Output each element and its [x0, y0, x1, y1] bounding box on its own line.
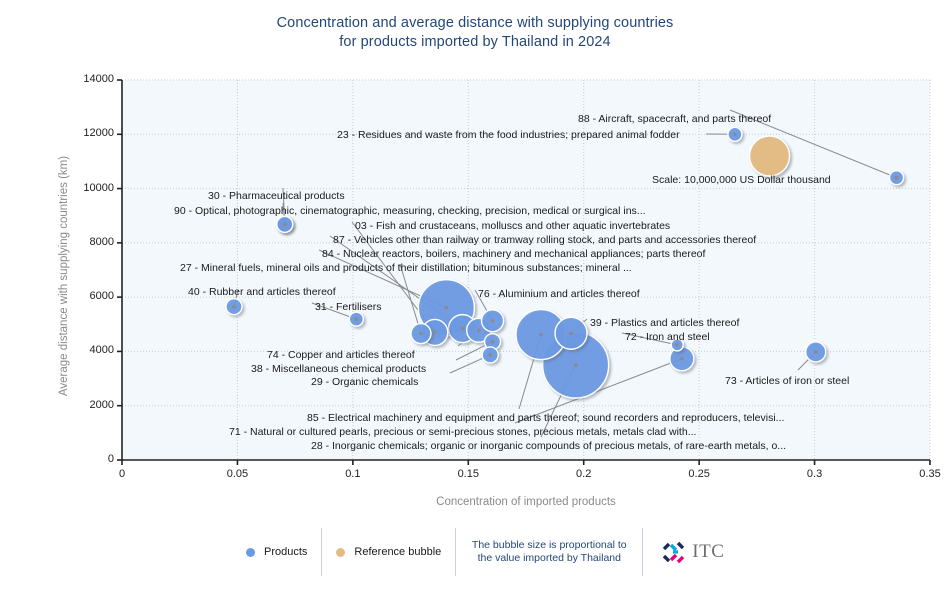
- lbl-38: 38 - Miscellaneous chemical products: [251, 363, 427, 375]
- x-axis-tick-label: 0.3: [806, 468, 823, 480]
- itc-wordmark: ITC: [692, 541, 725, 562]
- y-axis-tick-label: 2000: [89, 398, 114, 411]
- lbl-73: 73 - Articles of iron or steel: [725, 375, 850, 387]
- lbl-30: 30 - Pharmaceutical products: [208, 190, 345, 202]
- x-axis-tick-label: 0.05: [226, 468, 249, 480]
- leader-line-88: [729, 109, 897, 179]
- lbl-76: 76 - Aluminium and articles thereof: [478, 288, 640, 300]
- bubble-centre-31: [354, 317, 359, 321]
- leader-line-31: [311, 302, 357, 320]
- y-axis-tick-label: 6000: [89, 290, 114, 303]
- leader-line-72: [621, 332, 678, 346]
- lbl-84: 84 - Nuclear reactors, boilers, machiner…: [322, 248, 706, 260]
- bubble-centre-28: [573, 363, 578, 367]
- x-axis-tick-label: 0.35: [919, 468, 941, 480]
- legend-note: The bubble size is proportional to the v…: [456, 528, 644, 576]
- x-axis-tick-label: 0.2: [576, 468, 592, 480]
- reference-bubble[interactable]: [748, 135, 791, 177]
- bubble-centre-84: [444, 305, 449, 310]
- bubble-centre-23: [733, 132, 737, 137]
- lbl-scale: Scale: 10,000,000 US Dollar thousand: [652, 174, 831, 186]
- bubble-centre-88: [894, 175, 899, 180]
- lbl-71: 71 - Natural or cultured pearls, preciou…: [229, 426, 697, 438]
- x-axis-tick-label: 0: [118, 468, 126, 480]
- axes: [117, 79, 931, 465]
- leader-line-27: [399, 263, 422, 334]
- plot-area-background: [122, 80, 930, 460]
- lbl-31: 31 - Fertilisers: [315, 301, 382, 313]
- bubble-centre-72: [675, 343, 680, 347]
- gridlines: [122, 79, 931, 460]
- bubble-centre-40: [232, 304, 236, 309]
- bubble-centre-29: [488, 353, 493, 357]
- bubble-centre-39: [569, 331, 573, 336]
- bubble-centre-90: [282, 222, 287, 227]
- y-axis-tick-label: 8000: [89, 235, 114, 248]
- lbl-85: 85 - Electrical machinery and equipment …: [307, 412, 785, 424]
- chart-legend: Products Reference bubble The bubble siz…: [232, 528, 724, 576]
- x-axis-title: Concentration of imported products: [436, 496, 616, 508]
- chart-title-line1: Concentration and average distance with …: [276, 15, 674, 31]
- bubble-centre-27: [419, 331, 423, 336]
- lbl-90: 90 - Optical, photographic, cinematograp…: [174, 205, 646, 217]
- bubble-centre-76: [490, 318, 495, 323]
- x-axis-tick-label: 0.25: [688, 468, 710, 480]
- legend-note-text: The bubble size is proportional to the v…: [471, 539, 627, 564]
- y-axis-tick-label: 0: [107, 453, 114, 465]
- chart-title-line2: for products imported by Thailand in 202…: [339, 34, 611, 50]
- bubble-centre-87: [460, 326, 465, 331]
- bubble-centre-38: [490, 339, 495, 344]
- bubble-centre-71: [680, 356, 684, 361]
- lbl-03: 03 - Fish and crustaceans, molluscs and …: [355, 220, 671, 232]
- bubble-centre-85: [539, 332, 543, 337]
- legend-reference-dot: [336, 547, 346, 557]
- itc-logo: ITC: [643, 528, 738, 576]
- legend-products-dot: [246, 547, 255, 557]
- legend-reference-label: Reference bubble: [354, 546, 442, 558]
- y-axis-tick-label: 10000: [83, 181, 114, 194]
- x-axis-tick-label: 0.1: [345, 468, 361, 480]
- lbl-40: 40 - Rubber and articles thereof: [188, 286, 336, 298]
- leader-line-71: [514, 358, 683, 424]
- lbl-39: 39 - Plastics and articles thereof: [590, 317, 740, 329]
- y-axis-tick-label: 4000: [89, 344, 114, 357]
- lbl-87: 87 - Vehicles other than railway or tram…: [333, 234, 757, 246]
- lbl-72: 72 - Iron and steel: [625, 331, 710, 343]
- lbl-29: 29 - Organic chemicals: [311, 376, 419, 388]
- itc-mark-icon: [663, 541, 685, 564]
- bubble-centre-73: [813, 350, 818, 354]
- bubble-centre-74: [476, 328, 481, 333]
- x-axis-tick-label: 0.15: [457, 468, 479, 480]
- lbl-28: 28 - Inorganic chemicals; organic or ino…: [311, 440, 787, 452]
- legend-item-reference[interactable]: Reference bubble: [322, 528, 457, 576]
- lbl-23: 23 - Residues and waste from the food in…: [337, 129, 680, 141]
- y-axis-tick-label: 12000: [83, 127, 114, 140]
- bubble-centres: [232, 132, 899, 367]
- lbl-74: 74 - Copper and articles thereof: [267, 349, 415, 361]
- lbl-88: 88 - Aircraft, spacecraft, and parts the…: [578, 113, 772, 125]
- bubble-centre-03: [433, 330, 437, 335]
- y-axis-tick-label: 14000: [83, 73, 114, 85]
- lbl-27: 27 - Mineral fuels, mineral oils and pro…: [180, 262, 632, 274]
- legend-products-label: Products: [264, 546, 308, 558]
- chart-title: Concentration and average distance with …: [0, 14, 950, 52]
- legend-item-products[interactable]: Products: [232, 528, 323, 576]
